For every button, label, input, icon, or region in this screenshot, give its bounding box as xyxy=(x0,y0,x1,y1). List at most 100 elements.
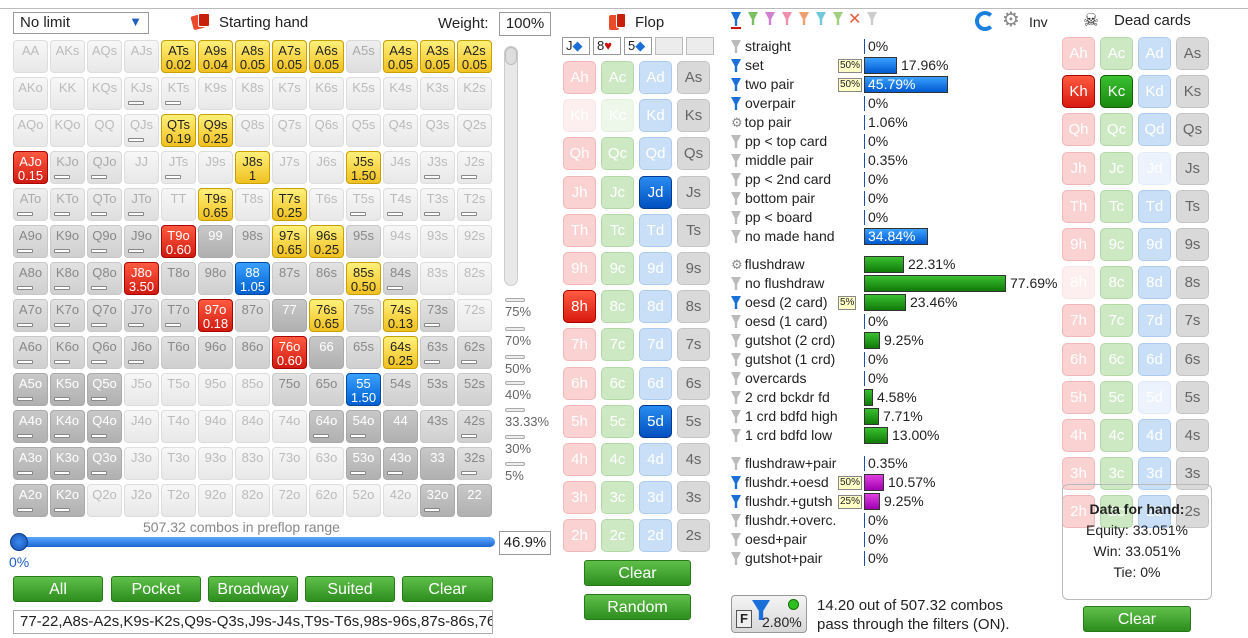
hand-cell[interactable]: 84s xyxy=(383,262,418,295)
card-4c[interactable]: 4c xyxy=(1100,419,1133,452)
card-9s[interactable]: 9s xyxy=(1176,228,1209,261)
card-9d[interactable]: 9d xyxy=(639,252,672,285)
hand-cell[interactable]: Q6o xyxy=(87,336,122,369)
filter-blue-icon[interactable] xyxy=(731,12,741,26)
card-2c[interactable]: 2c xyxy=(1100,495,1133,529)
card-5s[interactable]: 5s xyxy=(1176,380,1209,414)
filter-icon[interactable] xyxy=(731,429,741,442)
hand-cell[interactable]: 98s xyxy=(235,225,270,258)
filter-icon[interactable] xyxy=(731,552,741,565)
hand-cell[interactable]: K7s xyxy=(272,77,307,110)
card-8s[interactable]: 8s xyxy=(1176,266,1209,300)
hand-cell[interactable]: 86o xyxy=(235,336,270,369)
filter-row[interactable]: gutshot (1 crd) xyxy=(731,350,835,369)
hand-cell[interactable]: AJs xyxy=(124,40,159,73)
hand-cell[interactable]: 95o xyxy=(198,373,233,406)
hand-cell[interactable]: J8s 1 xyxy=(235,151,270,184)
hand-cell[interactable]: T3s xyxy=(420,188,455,221)
filter-row[interactable]: 1 crd bdfd high xyxy=(731,407,838,426)
hand-cell[interactable]: K2s xyxy=(457,77,492,110)
card-th[interactable]: Th xyxy=(563,213,596,247)
hand-cell[interactable]: 97o 0.18 xyxy=(198,299,233,332)
hand-cell[interactable]: J7s xyxy=(272,151,307,184)
hand-cell[interactable]: K9o xyxy=(50,225,85,258)
hand-cell[interactable]: QTs 0.19 xyxy=(161,114,196,147)
pct-mark[interactable]: 75% xyxy=(505,298,531,319)
flop-random-button[interactable]: Random xyxy=(584,594,691,620)
card-ts[interactable]: Ts xyxy=(677,213,710,247)
hand-cell[interactable]: K9s xyxy=(198,77,233,110)
hand-cell[interactable]: 54s xyxy=(383,373,418,406)
hand-cell[interactable]: 22 xyxy=(457,484,492,517)
pct-mark[interactable]: 40% xyxy=(505,381,531,402)
filter-row[interactable]: oesd (2 card) xyxy=(731,293,827,312)
card-8c[interactable]: 8c xyxy=(601,290,634,324)
hand-cell[interactable]: A5s xyxy=(346,40,381,73)
hand-cell[interactable]: 63o xyxy=(309,447,344,480)
card-6c[interactable]: 6c xyxy=(1100,342,1133,376)
filter-row[interactable]: two pair xyxy=(731,75,794,94)
hand-cell[interactable]: 95s xyxy=(346,225,381,258)
card-qc[interactable]: Qc xyxy=(1100,113,1133,147)
hand-cell[interactable]: T5o xyxy=(161,373,196,406)
hand-cell[interactable]: K2o xyxy=(50,484,85,517)
card-6c[interactable]: 6c xyxy=(601,366,634,400)
hand-cell[interactable]: KK xyxy=(50,77,85,110)
card-ah[interactable]: Ah xyxy=(1062,37,1095,70)
hand-cell[interactable]: QJs xyxy=(124,114,159,147)
hand-cell[interactable]: AA xyxy=(13,40,48,73)
hand-cell[interactable]: ATs 0.02 xyxy=(161,40,196,73)
card-qh[interactable]: Qh xyxy=(1062,113,1095,147)
card-jc[interactable]: Jc xyxy=(601,175,634,209)
hand-cell[interactable]: J6s xyxy=(309,151,344,184)
filter-icon[interactable] xyxy=(731,533,741,546)
hand-cell[interactable]: 66 xyxy=(309,336,344,369)
filter-icon[interactable] xyxy=(731,514,741,527)
hand-cell[interactable]: 64s 0.25 xyxy=(383,336,418,369)
hand-cell[interactable]: 32s xyxy=(457,447,492,480)
card-6s[interactable]: 6s xyxy=(677,366,710,400)
filter-color-icons[interactable]: ✕ xyxy=(731,11,901,29)
range-text-input[interactable]: 77-22,A8s-A2s,K9s-K2s,Q9s-Q3s,J9s-J4s,T9… xyxy=(13,610,493,634)
hand-cell[interactable]: 43s xyxy=(420,410,455,443)
hand-cell[interactable]: T2s xyxy=(457,188,492,221)
filter-threshold-tag[interactable]: 50% xyxy=(838,78,863,92)
card-4c[interactable]: 4c xyxy=(601,443,634,476)
card-ts[interactable]: Ts xyxy=(1176,189,1209,223)
card-2d[interactable]: 2d xyxy=(639,519,672,553)
hand-cell[interactable]: 55 1.50 xyxy=(346,373,381,406)
hand-cell[interactable]: T2o xyxy=(161,484,196,517)
hand-cell[interactable]: T9s 0.65 xyxy=(198,188,233,221)
hand-cell[interactable]: QTo xyxy=(87,188,122,221)
pct-mark[interactable]: 5% xyxy=(505,462,525,483)
hand-cell[interactable]: Q7s xyxy=(272,114,307,147)
card-4d[interactable]: 4d xyxy=(1138,419,1171,452)
hand-cell[interactable]: AKs xyxy=(50,40,85,73)
hand-cell[interactable]: Q5s xyxy=(346,114,381,147)
hand-cell[interactable]: J3o xyxy=(124,447,159,480)
hand-cell[interactable]: 94s xyxy=(383,225,418,258)
filter-row[interactable]: ⚙ flushdraw xyxy=(731,255,805,274)
card-8d[interactable]: 8d xyxy=(1138,266,1171,300)
hand-cell[interactable]: 77 xyxy=(272,299,307,332)
card-4d[interactable]: 4d xyxy=(639,443,672,476)
card-6h[interactable]: 6h xyxy=(1062,342,1095,376)
card-kh[interactable]: Kh xyxy=(563,99,596,133)
hand-cell[interactable]: 75o xyxy=(272,373,307,406)
hand-cell[interactable]: T8s xyxy=(235,188,270,221)
hand-cell[interactable]: QJo xyxy=(87,151,122,184)
hand-cell[interactable]: A6s 0.05 xyxy=(309,40,344,73)
hand-cell[interactable]: 83o xyxy=(235,447,270,480)
weight-vertical-slider[interactable] xyxy=(504,46,518,286)
filter-icon[interactable] xyxy=(731,410,741,423)
card-5d[interactable]: 5d xyxy=(1138,380,1171,414)
card-tc[interactable]: Tc xyxy=(601,213,634,247)
filter-threshold-tag[interactable]: 50% xyxy=(838,476,863,490)
card-2s[interactable]: 2s xyxy=(1176,495,1209,529)
card-5s[interactable]: 5s xyxy=(677,404,710,438)
hand-cell[interactable]: Q4o xyxy=(87,410,122,443)
card-ks[interactable]: Ks xyxy=(1176,75,1209,109)
card-js[interactable]: Js xyxy=(1176,151,1209,185)
card-as[interactable]: As xyxy=(677,61,710,94)
filter-icon[interactable] xyxy=(731,334,741,347)
